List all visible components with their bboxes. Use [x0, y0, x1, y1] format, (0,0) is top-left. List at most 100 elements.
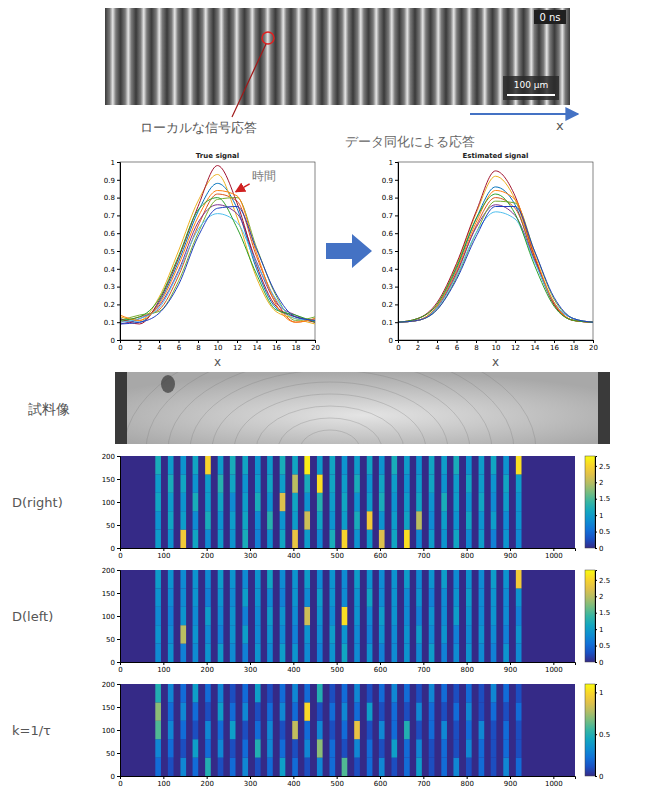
- heat-cell: [367, 588, 373, 606]
- y-axis-tick: 150: [102, 476, 120, 484]
- colorbar-axis-tick-label: 0: [599, 545, 603, 553]
- x-axis-tick-mark: [207, 662, 208, 665]
- heat-cell: [205, 758, 211, 776]
- x-axis-tick-label: 0: [118, 780, 122, 788]
- heat-cell: [292, 758, 298, 776]
- x-axis-tick: 700: [417, 662, 430, 674]
- sample-ring: [256, 406, 404, 444]
- y-axis-tick-label: 200: [102, 453, 115, 461]
- x-axis-tick-mark: [337, 776, 338, 779]
- heat-cell: [317, 493, 323, 511]
- heat-cell: [180, 758, 186, 776]
- heat-cell: [453, 702, 459, 720]
- heat-cell: [218, 474, 224, 492]
- heat-cell: [330, 607, 336, 625]
- x-axis-tick-mark: [237, 340, 238, 343]
- heat-cell: [429, 570, 435, 588]
- heat-cell: [354, 530, 360, 548]
- sample-ring: [278, 418, 382, 444]
- series-line: [120, 198, 315, 321]
- heat-cell: [466, 625, 472, 643]
- y-axis-tick-mark: [117, 251, 120, 252]
- x-axis-title: x: [492, 355, 499, 369]
- heat-cell: [230, 493, 236, 511]
- heat-cell: [242, 456, 248, 474]
- x-axis-tick-label: 0: [396, 344, 400, 352]
- heat-cell: [367, 530, 373, 548]
- heat-cell: [230, 684, 236, 702]
- sample-ring: [212, 382, 448, 444]
- colorbar-axis-line: [596, 685, 598, 777]
- heat-cell: [230, 588, 236, 606]
- heat-cell: [193, 511, 199, 529]
- heat-cell: [193, 721, 199, 739]
- x-axis-tick-mark: [574, 340, 575, 343]
- heat-cell: [516, 588, 522, 606]
- x-axis-tick-label: 300: [244, 552, 257, 560]
- y-axis-tick: 0: [111, 337, 120, 345]
- heat-cell: [330, 625, 336, 643]
- y-axis-tick: 0.4: [382, 266, 398, 274]
- heat-cell: [155, 588, 161, 606]
- heat-cell: [255, 474, 261, 492]
- x-axis-tick-mark: [257, 340, 258, 343]
- heat-cell: [441, 721, 447, 739]
- heat-cell: [503, 456, 509, 474]
- x-axis-tick-mark: [293, 662, 294, 665]
- x-axis-tick-label: 100: [157, 552, 170, 560]
- heat-cell: [466, 684, 472, 702]
- heat-cell: [367, 758, 373, 776]
- heat-cell: [416, 511, 422, 529]
- heat-cell: [491, 530, 497, 548]
- heat-cell: [416, 456, 422, 474]
- heat-cell: [516, 570, 522, 588]
- heat-cell: [255, 684, 261, 702]
- heat-cell: [255, 721, 261, 739]
- heat-cell: [416, 644, 422, 662]
- y-axis-tick-mark: [395, 322, 398, 323]
- time-label-patch: [534, 10, 566, 24]
- x-axis-tick-label: 12: [511, 344, 520, 352]
- heat-cell: [429, 702, 435, 720]
- y-axis-tick: 100: [102, 613, 120, 621]
- x-axis-tick-mark: [250, 548, 251, 551]
- heat-cell: [280, 758, 286, 776]
- heat-cell: [516, 684, 522, 702]
- heat-cell: [404, 493, 410, 511]
- heat-cell: [242, 702, 248, 720]
- heat-cell: [516, 758, 522, 776]
- heat-cell: [342, 530, 348, 548]
- heat-cell: [255, 511, 261, 529]
- x-axis-tick-mark: [380, 776, 381, 779]
- heat-cell: [168, 474, 174, 492]
- heat-cell: [479, 684, 485, 702]
- heat-cell: [354, 511, 360, 529]
- heat-cell: [180, 474, 186, 492]
- colorbar-axis-line: [596, 457, 598, 549]
- x-axis-tick-label: 500: [330, 552, 343, 560]
- heat-cell: [304, 474, 310, 492]
- heat-cell: [330, 702, 336, 720]
- x-axis-tick-label: 700: [417, 780, 430, 788]
- heat-cell: [267, 739, 273, 757]
- heat-cell: [441, 758, 447, 776]
- heat-cell: [404, 721, 410, 739]
- heat-cell: [267, 702, 273, 720]
- sample-ring: [124, 372, 536, 444]
- x-axis-tick: 10: [492, 340, 501, 352]
- stripe-image-ground: [105, 8, 570, 105]
- heat-cell: [155, 739, 161, 757]
- heat-cell: [267, 758, 273, 776]
- x-axis-tick: 14: [531, 340, 540, 352]
- heat-cell: [280, 474, 286, 492]
- heat-cell: [330, 684, 336, 702]
- colorbar-axis-tick-label: 0: [599, 659, 603, 667]
- heat-cell: [429, 758, 435, 776]
- heat-cell: [416, 493, 422, 511]
- heat-cell: [304, 607, 310, 625]
- series-line: [120, 207, 315, 324]
- heat-cell: [342, 758, 348, 776]
- heat-cell: [230, 456, 236, 474]
- y-axis-tick-label: 50: [106, 522, 115, 530]
- x-axis-tick-label: 900: [504, 552, 517, 560]
